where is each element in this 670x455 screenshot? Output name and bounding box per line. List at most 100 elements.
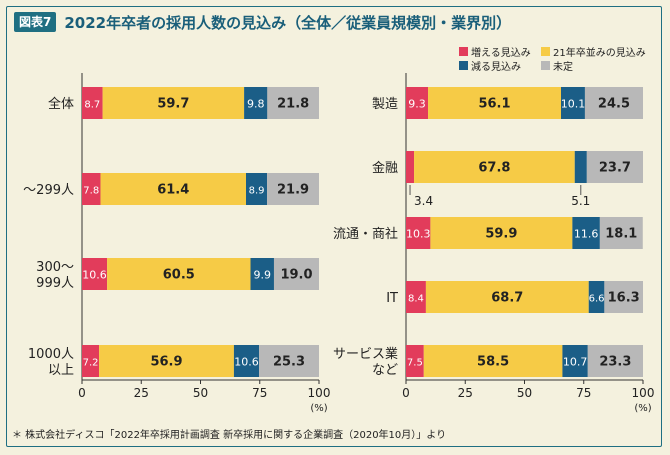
chart0-bar-1-series-2 — [246, 173, 268, 205]
legend-swatch-decrease — [459, 61, 468, 70]
chart1-bar-3-series-2 — [588, 281, 605, 313]
chart1-value-label-4-series-0: 7.5 — [407, 358, 423, 369]
chart1-bar-4-series-3 — [587, 345, 643, 377]
chart1-value-label-2-series-3: 18.1 — [605, 227, 637, 242]
chart1-value-label-1-series-1: 67.8 — [478, 161, 510, 176]
chart0-bar-3-series-2 — [233, 345, 260, 377]
chart0-bar-0-series-2 — [244, 87, 268, 119]
chart1-x-tick-label-2: 50 — [517, 386, 532, 400]
chart1-bar-1-series-1 — [414, 151, 575, 183]
chart0-value-label-2-series-3: 19.0 — [280, 268, 312, 283]
chart0-value-label-1-series-2: 8.9 — [249, 186, 265, 197]
chart0-value-label-3-series-0: 7.2 — [83, 358, 99, 369]
chart0-bar-2-series-0 — [82, 258, 108, 290]
chart0-value-label-1-series-3: 21.9 — [277, 183, 309, 198]
chart1-bar-0-series-3 — [584, 87, 643, 119]
chart1-value-label-4-series-3: 23.3 — [599, 355, 631, 370]
chart0-value-label-3-series-2: 10.6 — [234, 356, 259, 369]
chart1-value-label-2-series-2: 11.6 — [574, 228, 599, 241]
chart1-bar-3-series-1 — [425, 281, 589, 313]
chart0-bar-1-series-3 — [267, 173, 319, 205]
figure-badge: 図表7 — [14, 12, 57, 32]
figure-frame — [6, 6, 662, 447]
chart1-category-label-0: 製造 — [372, 97, 398, 112]
chart1-bar-1-series-0 — [406, 151, 415, 183]
chart1-value-label-3-series-1: 68.7 — [491, 291, 523, 306]
chart1-category-label-4: サービス業など — [333, 346, 398, 378]
chart1-bar-0-series-0 — [406, 87, 429, 119]
chart0-category-label-2: 300～ 999人 — [36, 260, 74, 291]
chart0-value-label-3-series-1: 56.9 — [150, 355, 182, 370]
chart0-bar-2-series-2 — [250, 258, 274, 290]
chart0-bar-2-series-1 — [107, 258, 251, 290]
chart1-bar-1-series-2 — [574, 151, 587, 183]
chart1-category-label-2: 流通・商社 — [333, 226, 398, 242]
legend-item-decrease: 減る見込み — [459, 58, 521, 73]
figure-header: 図表7 2022年卒者の採用人数の見込み（全体／従業員規模別・業界別） — [14, 10, 511, 34]
chart0-bar-0-series-3 — [267, 87, 319, 119]
chart1-bar-4-series-1 — [423, 345, 563, 377]
chart1-x-unit: (%) — [634, 403, 651, 414]
legend-swatch-same — [541, 47, 550, 56]
chart0-value-label-0-series-3: 21.8 — [277, 97, 309, 112]
chart1-value-label-3-series-3: 16.3 — [608, 291, 640, 306]
chart1-bar-2-series-3 — [599, 217, 643, 249]
chart0-category-label-0: 全体 — [48, 96, 74, 112]
chart1-value-label-0-series-3: 24.5 — [598, 97, 630, 112]
chart0-x-tick-label-0: 0 — [78, 386, 86, 400]
footnote: ＊ 株式会社ディスコ「2022年卒採用計画調査 新卒採用に関する企業調査（202… — [12, 430, 447, 441]
legend-swatch-undecided — [541, 61, 550, 70]
chart1-bar-2-series-1 — [430, 217, 573, 249]
chart1-value-label-1-series-2: 5.1 — [571, 194, 590, 208]
chart0-bar-3-series-3 — [259, 345, 319, 377]
chart1-value-label-1-series-3: 23.7 — [599, 161, 631, 176]
chart0-value-label-0-series-1: 59.7 — [157, 97, 189, 112]
chart1-value-label-3-series-0: 8.4 — [408, 294, 424, 305]
legend-item-undecided: 未定 — [541, 58, 573, 73]
chart1-bar-3-series-3 — [604, 281, 643, 313]
chart1-value-label-0-series-1: 56.1 — [478, 97, 510, 112]
chart0-bar-3-series-1 — [99, 345, 234, 377]
chart1-value-label-2-series-1: 59.9 — [485, 227, 517, 242]
legend-label-same: 21年卒並みの見込み — [553, 48, 646, 59]
chart1-bar-2-series-0 — [406, 217, 431, 249]
chart1-bar-4-series-0 — [406, 345, 424, 377]
chart0-bar-0-series-0 — [82, 87, 103, 119]
chart1-value-label-0-series-0: 9.3 — [408, 98, 426, 111]
chart0-x-tick-label-2: 50 — [193, 386, 208, 400]
chart0-category-label-3: 1000人以上 — [28, 347, 74, 378]
chart0-value-label-2-series-0: 10.6 — [82, 269, 107, 282]
chart1-bar-1-series-3 — [586, 151, 643, 183]
chart0-value-label-2-series-1: 60.5 — [163, 268, 195, 283]
chart0-bar-0-series-1 — [102, 87, 245, 119]
chart1-bar-2-series-2 — [572, 217, 600, 249]
chart0-bar-3-series-0 — [82, 345, 100, 377]
legend-label-increase: 増える見込み — [471, 48, 531, 59]
chart0-value-label-1-series-1: 61.4 — [157, 183, 189, 198]
chart0-bar-1-series-0 — [82, 173, 101, 205]
legend-label-decrease: 減る見込み — [471, 62, 521, 73]
chart1-category-label-3: IT — [386, 291, 398, 306]
chart0-x-tick-label-4: 100 — [308, 386, 331, 400]
chart1-x-tick-label-4: 100 — [632, 386, 655, 400]
chart0-x-unit: (%) — [310, 403, 327, 414]
chart0-value-label-3-series-3: 25.3 — [273, 355, 305, 370]
legend-swatch-increase — [459, 47, 468, 56]
chart0-x-tick-label-3: 75 — [252, 386, 267, 400]
chart0-x-tick-label-1: 25 — [134, 386, 149, 400]
legend-label-undecided: 未定 — [553, 62, 573, 73]
chart1-value-label-1-series-0: 3.4 — [414, 194, 433, 208]
chart1-x-tick-label-1: 25 — [458, 386, 473, 400]
chart1-value-label-4-series-2: 10.7 — [563, 356, 588, 369]
legend-item-increase: 増える見込み — [459, 44, 531, 59]
chart1-value-label-4-series-1: 58.5 — [477, 355, 509, 370]
chart0-bar-1-series-1 — [100, 173, 247, 205]
chart1-category-label-1: 金融 — [372, 160, 398, 176]
chart0-bar-2-series-3 — [273, 258, 319, 290]
chart1-bar-0-series-1 — [428, 87, 561, 119]
chart1-value-label-0-series-2: 10.1 — [561, 98, 586, 111]
chart0-value-label-1-series-0: 7.8 — [83, 186, 99, 197]
chart1-bar-0-series-2 — [560, 87, 585, 119]
chart1-bar-3-series-0 — [406, 281, 426, 313]
